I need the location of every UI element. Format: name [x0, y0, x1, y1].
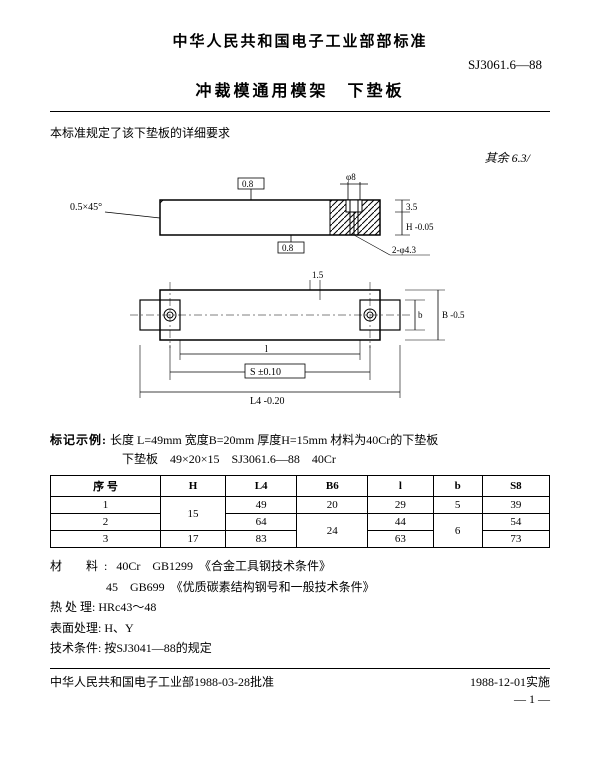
plan-view: 1.5 b B -0.5 l S ±0.10	[130, 270, 465, 407]
material-label: 材 料:	[50, 556, 113, 576]
effective-text: 1988-12-01实施	[470, 673, 550, 690]
phi8: φ8	[346, 172, 356, 182]
hole-spec: 2-φ4.3	[392, 245, 416, 255]
marking-example: 标记示例: 长度 L=49mm 宽度B=20mm 厚度H=15mm 材料为40C…	[50, 431, 550, 469]
table-head: 序 号 H L4 B6 l b S8	[51, 476, 550, 497]
col-b: b	[433, 476, 482, 497]
col-H: H	[160, 476, 225, 497]
l-dim: l	[265, 344, 268, 355]
page-number: — 1 —	[50, 692, 550, 707]
surface-note: 其余 6.3/	[50, 149, 550, 166]
marking-label: 标记示例:	[50, 433, 107, 447]
page-root: 中华人民共和国电子工业部部标准 SJ3061.6—88 冲裁模通用模架 下垫板 …	[0, 0, 600, 727]
table-row: 1 15 49 20 29 5 39	[51, 497, 550, 514]
B-dim: B -0.5	[442, 310, 465, 320]
table-row: 2 64 24 44 6 54	[51, 514, 550, 531]
document-title: 冲裁模通用模架 下垫板	[50, 77, 550, 101]
heat-value: HRc43～48	[98, 600, 156, 614]
gap-15: 1.5	[312, 270, 324, 280]
heat-label: 热 处 理:	[50, 600, 95, 614]
marking-line1: 长度 L=49mm 宽度B=20mm 厚度H=15mm 材料为40Cr的下垫板	[110, 433, 438, 447]
footer: 中华人民共和国电子工业部1988-03-28批准 1988-12-01实施	[50, 673, 550, 690]
table-body: 1 15 49 20 29 5 39 2 64 24 44 6 54 3 17 …	[51, 497, 550, 548]
tol-b: 0.8	[282, 243, 294, 253]
top-view: 0.5×45° 0.8 0.8 φ8 3.5 H -0.05	[70, 172, 434, 255]
col-B: B6	[297, 476, 368, 497]
s-dim: S ±0.10	[250, 367, 281, 378]
surface-label: 表面处理:	[50, 621, 101, 635]
tech-value: 按SJ3041—88的规定	[104, 641, 211, 655]
spec-block: 材 料: 40Cr GB1299 《合金工具钢技术条件》 45 GB699 《优…	[50, 556, 550, 658]
col-L4: L4	[226, 476, 297, 497]
org-title: 中华人民共和国电子工业部部标准	[50, 30, 550, 51]
technical-drawing: 0.5×45° 0.8 0.8 φ8 3.5 H -0.05	[50, 170, 550, 420]
intro-text: 本标准规定了该下垫板的详细要求	[50, 124, 550, 141]
marking-line2: 下垫板 49×20×15 SJ3061.6—88 40Cr	[122, 452, 336, 466]
tol-a: 0.8	[242, 179, 254, 189]
standard-code: SJ3061.6—88	[50, 57, 542, 73]
footer-rule	[50, 668, 550, 669]
approval-text: 中华人民共和国电子工业部1988-03-28批准	[50, 673, 274, 690]
col-l: l	[368, 476, 433, 497]
surface-value: H、Y	[104, 621, 133, 635]
header-rule	[50, 111, 550, 112]
diagram-area: 0.5×45° 0.8 0.8 φ8 3.5 H -0.05	[50, 170, 550, 425]
depth-35: 3.5	[406, 202, 418, 212]
col-seq: 序 号	[51, 476, 161, 497]
tech-label: 技术条件:	[50, 641, 101, 655]
h-dim: H -0.05	[406, 222, 434, 232]
material-2: 45 GB699 《优质碳素结构钢号和一般技术条件》	[106, 580, 375, 594]
material-1: 40Cr GB1299 《合金工具钢技术条件》	[116, 559, 331, 573]
b-dim: b	[418, 310, 423, 320]
L-dim: L4 -0.20	[250, 396, 284, 407]
dimension-table: 序 号 H L4 B6 l b S8 1 15 49 20 29 5 39 2 …	[50, 475, 550, 548]
chamfer-label: 0.5×45°	[70, 202, 102, 213]
col-S: S8	[482, 476, 549, 497]
